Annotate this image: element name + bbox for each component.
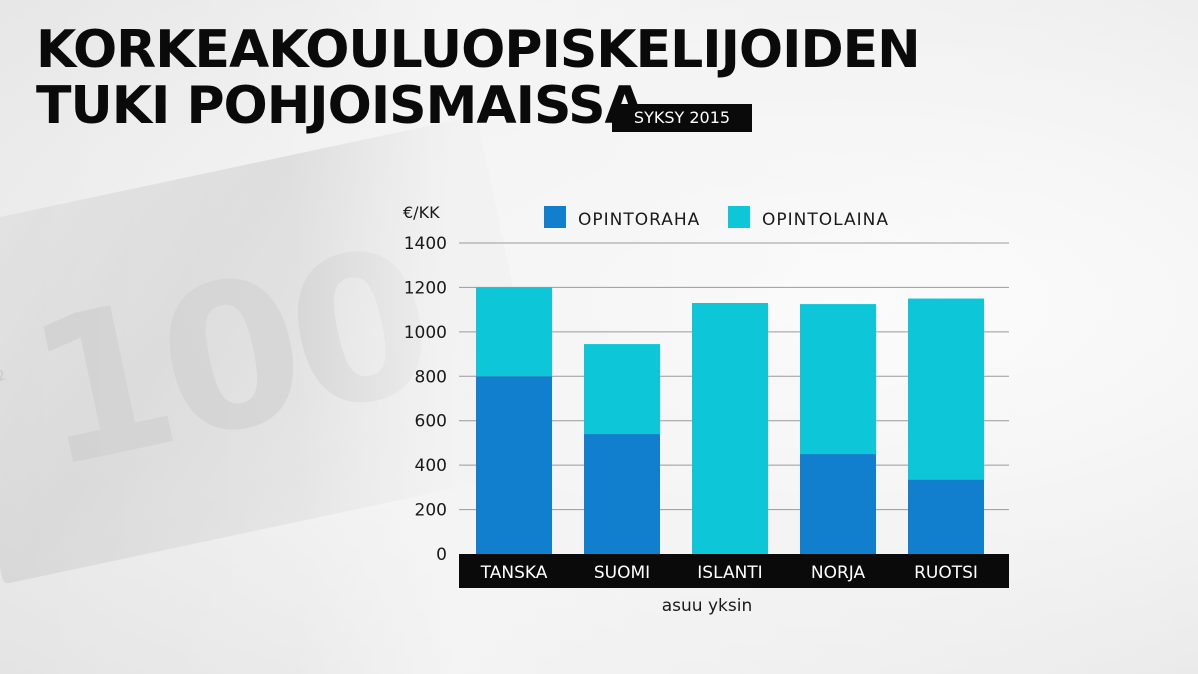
bar-tanska-opintolaina bbox=[476, 287, 552, 377]
y-tick-0: 0 bbox=[436, 545, 447, 565]
bar-islanti-opintolaina bbox=[692, 302, 768, 554]
bar-suomi-opintoraha bbox=[584, 434, 660, 554]
chart-bars bbox=[476, 287, 984, 554]
page-title: KORKEAKOULUOPISKELIJOIDEN TUKI POHJOISMA… bbox=[36, 20, 921, 136]
legend-swatch-opintoraha bbox=[544, 206, 566, 228]
y-tick-400: 400 bbox=[415, 456, 447, 476]
x-tick-tanska: TANSKA bbox=[480, 563, 548, 583]
y-tick-600: 600 bbox=[415, 412, 447, 432]
legend-label-opintoraha: OPINTORAHA bbox=[578, 210, 700, 230]
y-tick-1200: 1200 bbox=[404, 278, 447, 298]
x-axis-band bbox=[459, 554, 1009, 588]
legend-swatch-opintolaina bbox=[728, 206, 750, 228]
legend-label-opintolaina: OPINTOLAINA bbox=[762, 210, 889, 230]
title-line-2: TUKI POHJOISMAISSA bbox=[36, 76, 645, 136]
bar-norja-opintoraha bbox=[800, 454, 876, 554]
y-axis-unit-label: €/KK bbox=[403, 203, 440, 222]
y-axis-ticks: 0 200 400 600 800 1000 1200 1400 bbox=[404, 234, 447, 565]
bar-suomi-opintolaina bbox=[584, 344, 660, 435]
bar-tanska-opintoraha bbox=[476, 376, 552, 554]
y-tick-200: 200 bbox=[415, 501, 447, 521]
y-tick-1400: 1400 bbox=[404, 234, 447, 254]
bar-ruotsi-opintoraha bbox=[908, 479, 984, 554]
bar-ruotsi-opintolaina bbox=[908, 298, 984, 480]
x-tick-suomi: SUOMI bbox=[594, 563, 650, 583]
title-line-1: KORKEAKOULUOPISKELIJOIDEN bbox=[36, 20, 921, 80]
x-axis-categories: TANSKA SUOMI ISLANTI NORJA RUOTSI bbox=[480, 563, 978, 583]
y-tick-800: 800 bbox=[415, 367, 447, 387]
x-tick-islanti: ISLANTI bbox=[697, 563, 762, 583]
period-tag: SYKSY 2015 bbox=[612, 104, 752, 132]
x-axis-label: asuu yksin bbox=[662, 596, 753, 616]
x-tick-ruotsi: RUOTSI bbox=[914, 563, 978, 583]
y-tick-1000: 1000 bbox=[404, 323, 447, 343]
bar-norja-opintolaina bbox=[800, 304, 876, 455]
chart-legend: OPINTORAHA OPINTOLAINA bbox=[544, 206, 889, 230]
x-tick-norja: NORJA bbox=[811, 563, 866, 583]
